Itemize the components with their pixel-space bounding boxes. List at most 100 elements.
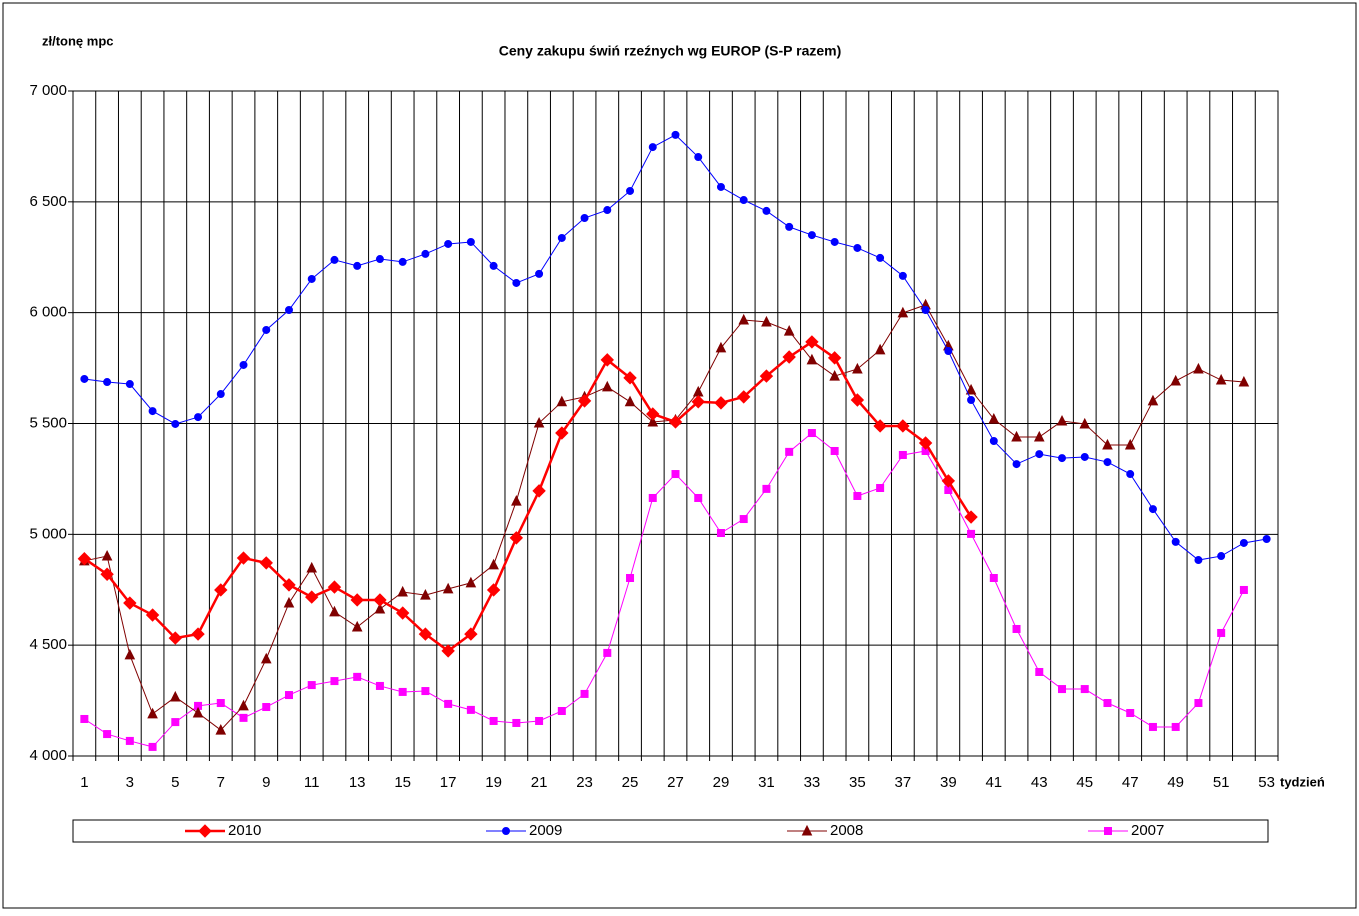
- marker: [737, 390, 751, 404]
- marker: [762, 206, 771, 215]
- marker: [307, 681, 316, 690]
- marker: [671, 130, 680, 139]
- series-line: [84, 304, 1244, 731]
- marker: [1194, 556, 1203, 565]
- marker: [716, 529, 725, 538]
- marker: [785, 222, 794, 231]
- marker: [714, 396, 728, 410]
- marker: [853, 243, 862, 252]
- marker: [395, 606, 410, 620]
- marker: [103, 378, 112, 387]
- marker: [282, 578, 296, 592]
- x-tick-label: 9: [262, 774, 270, 791]
- marker: [198, 824, 212, 838]
- marker: [1148, 505, 1157, 514]
- y-axis-title: zł/tonę mpc: [42, 33, 114, 48]
- marker: [964, 510, 978, 524]
- marker: [876, 253, 885, 262]
- marker: [444, 239, 453, 248]
- x-tick-label: 37: [895, 774, 912, 791]
- marker: [782, 350, 796, 364]
- x-tick-label: 15: [394, 774, 411, 791]
- marker: [329, 605, 340, 617]
- x-tick-label: 33: [804, 774, 821, 791]
- marker: [397, 585, 408, 597]
- marker: [511, 494, 522, 506]
- x-tick-label: 23: [576, 774, 593, 791]
- marker: [466, 705, 475, 714]
- marker: [123, 596, 137, 610]
- marker: [647, 415, 659, 427]
- marker: [874, 343, 886, 355]
- legend-label: 2010: [228, 822, 261, 839]
- marker: [1104, 827, 1112, 835]
- marker: [125, 736, 134, 745]
- marker: [1079, 417, 1091, 429]
- marker: [1148, 722, 1157, 731]
- x-tick-label: 3: [126, 774, 134, 791]
- marker: [850, 393, 865, 407]
- marker: [262, 325, 271, 334]
- marker: [192, 706, 204, 718]
- marker: [1103, 699, 1112, 708]
- marker: [350, 593, 364, 607]
- y-tick-label: 5 500: [29, 414, 67, 431]
- x-tick-label: 11: [304, 774, 320, 791]
- marker: [420, 588, 431, 600]
- marker: [1126, 470, 1135, 479]
- x-tick-label: 31: [758, 774, 775, 791]
- marker: [486, 583, 501, 597]
- marker: [418, 627, 433, 641]
- marker: [238, 699, 249, 711]
- marker: [1080, 452, 1089, 461]
- marker: [532, 484, 546, 498]
- marker: [557, 707, 566, 716]
- marker: [283, 596, 295, 608]
- marker: [739, 515, 748, 524]
- x-tick-label: 47: [1122, 774, 1139, 791]
- marker: [1058, 685, 1067, 694]
- marker: [305, 590, 319, 604]
- marker: [307, 274, 316, 283]
- marker: [648, 143, 657, 152]
- marker: [1238, 375, 1250, 387]
- marker: [716, 182, 725, 191]
- marker: [1035, 667, 1044, 676]
- marker: [535, 716, 544, 725]
- marker: [988, 412, 1000, 424]
- marker: [512, 718, 521, 727]
- marker: [577, 394, 592, 408]
- x-tick-label: 29: [713, 774, 730, 791]
- marker: [398, 257, 407, 266]
- marker: [353, 261, 362, 270]
- legend-label: 2009: [529, 822, 562, 839]
- marker: [168, 631, 183, 645]
- marker: [442, 582, 454, 594]
- marker: [898, 271, 907, 280]
- marker: [512, 278, 521, 287]
- marker: [330, 677, 339, 686]
- marker: [805, 335, 819, 349]
- marker: [509, 531, 524, 545]
- marker: [600, 353, 614, 367]
- marker: [852, 362, 863, 374]
- marker: [489, 716, 498, 725]
- marker: [171, 718, 180, 727]
- series: [80, 429, 1248, 751]
- marker: [145, 608, 160, 622]
- x-tick-label: 5: [171, 774, 179, 791]
- marker: [101, 549, 113, 561]
- marker: [80, 374, 89, 383]
- marker: [239, 360, 248, 369]
- marker: [466, 237, 475, 246]
- x-tick-label: 49: [1167, 774, 1184, 791]
- marker: [806, 353, 818, 365]
- marker: [801, 824, 813, 836]
- legend-label: 2008: [830, 822, 863, 839]
- marker: [668, 415, 683, 429]
- marker: [1147, 394, 1159, 406]
- x-tick-label: 17: [440, 774, 457, 791]
- marker: [807, 429, 816, 438]
- marker: [739, 196, 748, 205]
